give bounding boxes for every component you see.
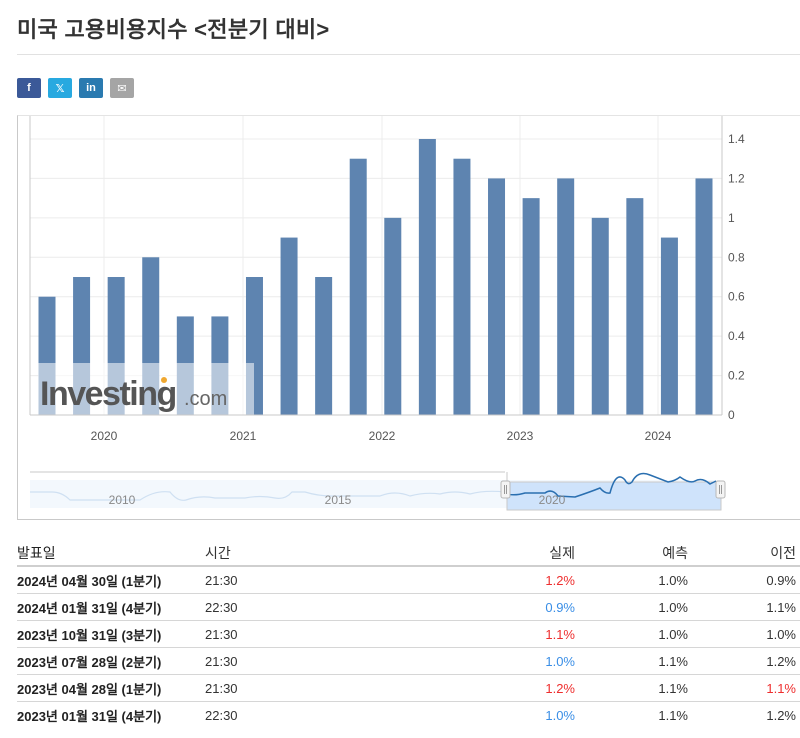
bar-2022Q1[interactable]	[384, 217, 402, 415]
facebook-share-button[interactable]: f	[17, 78, 41, 98]
bar-2022Q4[interactable]	[488, 178, 506, 415]
bar-2024Q2[interactable]	[695, 178, 713, 415]
header-date[interactable]: 발표일	[17, 544, 56, 561]
header-forecast[interactable]: 예측	[662, 544, 688, 561]
title-divider	[17, 54, 800, 55]
svg-text:0: 0	[728, 408, 735, 422]
previous-value: 1.2%	[766, 653, 796, 669]
svg-text:2022: 2022	[369, 429, 396, 443]
navigator-left-handle[interactable]	[500, 480, 511, 499]
bar-2023Q3[interactable]	[591, 217, 609, 415]
forecast-value: 1.0%	[658, 599, 688, 615]
svg-text:1: 1	[728, 211, 735, 225]
svg-text:0.8: 0.8	[728, 250, 745, 264]
release-history-table: 발표일 시간 실제 예측 이전 2024년 04월 30일 (1분기) 21:30…	[17, 540, 800, 729]
forecast-value: 1.1%	[658, 653, 688, 669]
page-title: 미국 고용비용지수 <전분기 대비>	[17, 17, 330, 42]
previous-value: 0.9%	[766, 572, 796, 588]
x-share-button[interactable]: 𝕏	[48, 78, 72, 98]
table-row: 2023년 04월 28일 (1분기) 21:30 1.2% 1.1% 1.1%	[17, 675, 800, 702]
svg-text:.com: .com	[184, 388, 227, 410]
release-date: 2023년 01월 31일 (4분기)	[17, 709, 162, 724]
svg-text:2020: 2020	[91, 429, 118, 443]
svg-text:2023: 2023	[507, 429, 534, 443]
actual-value: 1.2%	[545, 680, 575, 696]
investing-watermark: Investing .com	[38, 363, 254, 415]
table-row: 2023년 07월 28일 (2분기) 21:30 1.0% 1.1% 1.2%	[17, 648, 800, 675]
header-time[interactable]: 시간	[205, 544, 231, 561]
table-row: 2023년 10월 31일 (3분기) 21:30 1.1% 1.0% 1.0%	[17, 621, 800, 648]
forecast-value: 1.0%	[658, 572, 688, 588]
release-time: 22:30	[205, 708, 238, 723]
svg-text:1.4: 1.4	[728, 132, 745, 146]
svg-text:0.6: 0.6	[728, 290, 745, 304]
table-row: 2023년 01월 31일 (4분기) 22:30 1.0% 1.1% 1.2%	[17, 702, 800, 729]
previous-value: 1.1%	[766, 599, 796, 615]
bar-2022Q2[interactable]	[418, 139, 436, 415]
header-actual[interactable]: 실제	[549, 544, 575, 561]
actual-value: 1.0%	[545, 708, 575, 723]
release-date: 2023년 10월 31일 (3분기)	[17, 627, 162, 643]
email-icon: ✉	[117, 82, 127, 95]
release-time: 21:30	[205, 653, 238, 669]
previous-value: 1.0%	[766, 626, 796, 642]
forecast-value: 1.1%	[658, 708, 688, 723]
svg-text:2020: 2020	[539, 493, 566, 507]
release-date: 2023년 07월 28일 (2분기)	[17, 654, 162, 670]
release-date: 2024년 04월 30일 (1분기)	[17, 573, 162, 589]
bar-2023Q2[interactable]	[557, 178, 575, 415]
svg-text:1.2: 1.2	[728, 171, 745, 185]
release-time: 22:30	[205, 599, 238, 615]
linkedin-icon: in	[86, 82, 96, 94]
bar-2024Q1[interactable]	[660, 237, 678, 415]
release-date: 2024년 01월 31일 (4분기)	[17, 600, 162, 616]
email-share-button[interactable]: ✉	[110, 78, 134, 98]
bar-2023Q4[interactable]	[626, 198, 644, 415]
table-row: 2024년 04월 30일 (1분기) 21:30 1.2% 1.0% 0.9%	[17, 567, 800, 594]
release-time: 21:30	[205, 626, 238, 642]
previous-value: 1.1%	[766, 680, 796, 696]
bar-2021Q3[interactable]	[315, 277, 333, 415]
bar-2021Q2[interactable]	[280, 237, 298, 415]
actual-value: 1.1%	[545, 626, 575, 642]
social-share-bar: f 𝕏 in ✉	[17, 78, 134, 98]
previous-value: 1.2%	[766, 708, 796, 723]
release-date: 2023년 04월 28일 (1분기)	[17, 681, 162, 697]
bar-2021Q4[interactable]	[349, 158, 367, 415]
table-header: 발표일 시간 실제 예측 이전	[17, 540, 800, 567]
facebook-icon: f	[27, 82, 31, 94]
actual-value: 0.9%	[545, 599, 575, 615]
actual-value: 1.0%	[545, 653, 575, 669]
svg-text:Investing: Investing	[40, 375, 176, 413]
svg-text:2021: 2021	[230, 429, 257, 443]
svg-text:2010: 2010	[109, 493, 136, 507]
navigator-right-handle[interactable]	[715, 480, 726, 499]
chart-container	[17, 115, 800, 520]
forecast-value: 1.1%	[658, 680, 688, 696]
actual-value: 1.2%	[545, 572, 575, 588]
bar-2023Q1[interactable]	[522, 198, 540, 415]
svg-text:0.4: 0.4	[728, 329, 745, 343]
svg-text:2015: 2015	[325, 493, 352, 507]
table-row: 2024년 01월 31일 (4분기) 22:30 0.9% 1.0% 1.1%	[17, 594, 800, 621]
release-time: 21:30	[205, 572, 238, 588]
release-time: 21:30	[205, 680, 238, 696]
svg-text:0.2: 0.2	[728, 369, 745, 383]
forecast-value: 1.0%	[658, 626, 688, 642]
chart-axes: 0 0.2 0.4 0.6 0.8 1 1.2 1.4 2020 2021 2022 2023 2024	[29, 116, 745, 443]
x-twitter-icon: 𝕏	[55, 82, 65, 95]
svg-text:2024: 2024	[645, 429, 672, 443]
linkedin-share-button[interactable]: in	[79, 78, 103, 98]
header-previous[interactable]: 이전	[770, 544, 796, 561]
range-navigator[interactable]: 2010 2015 2020	[30, 471, 726, 511]
bar-2022Q3[interactable]	[453, 158, 471, 415]
